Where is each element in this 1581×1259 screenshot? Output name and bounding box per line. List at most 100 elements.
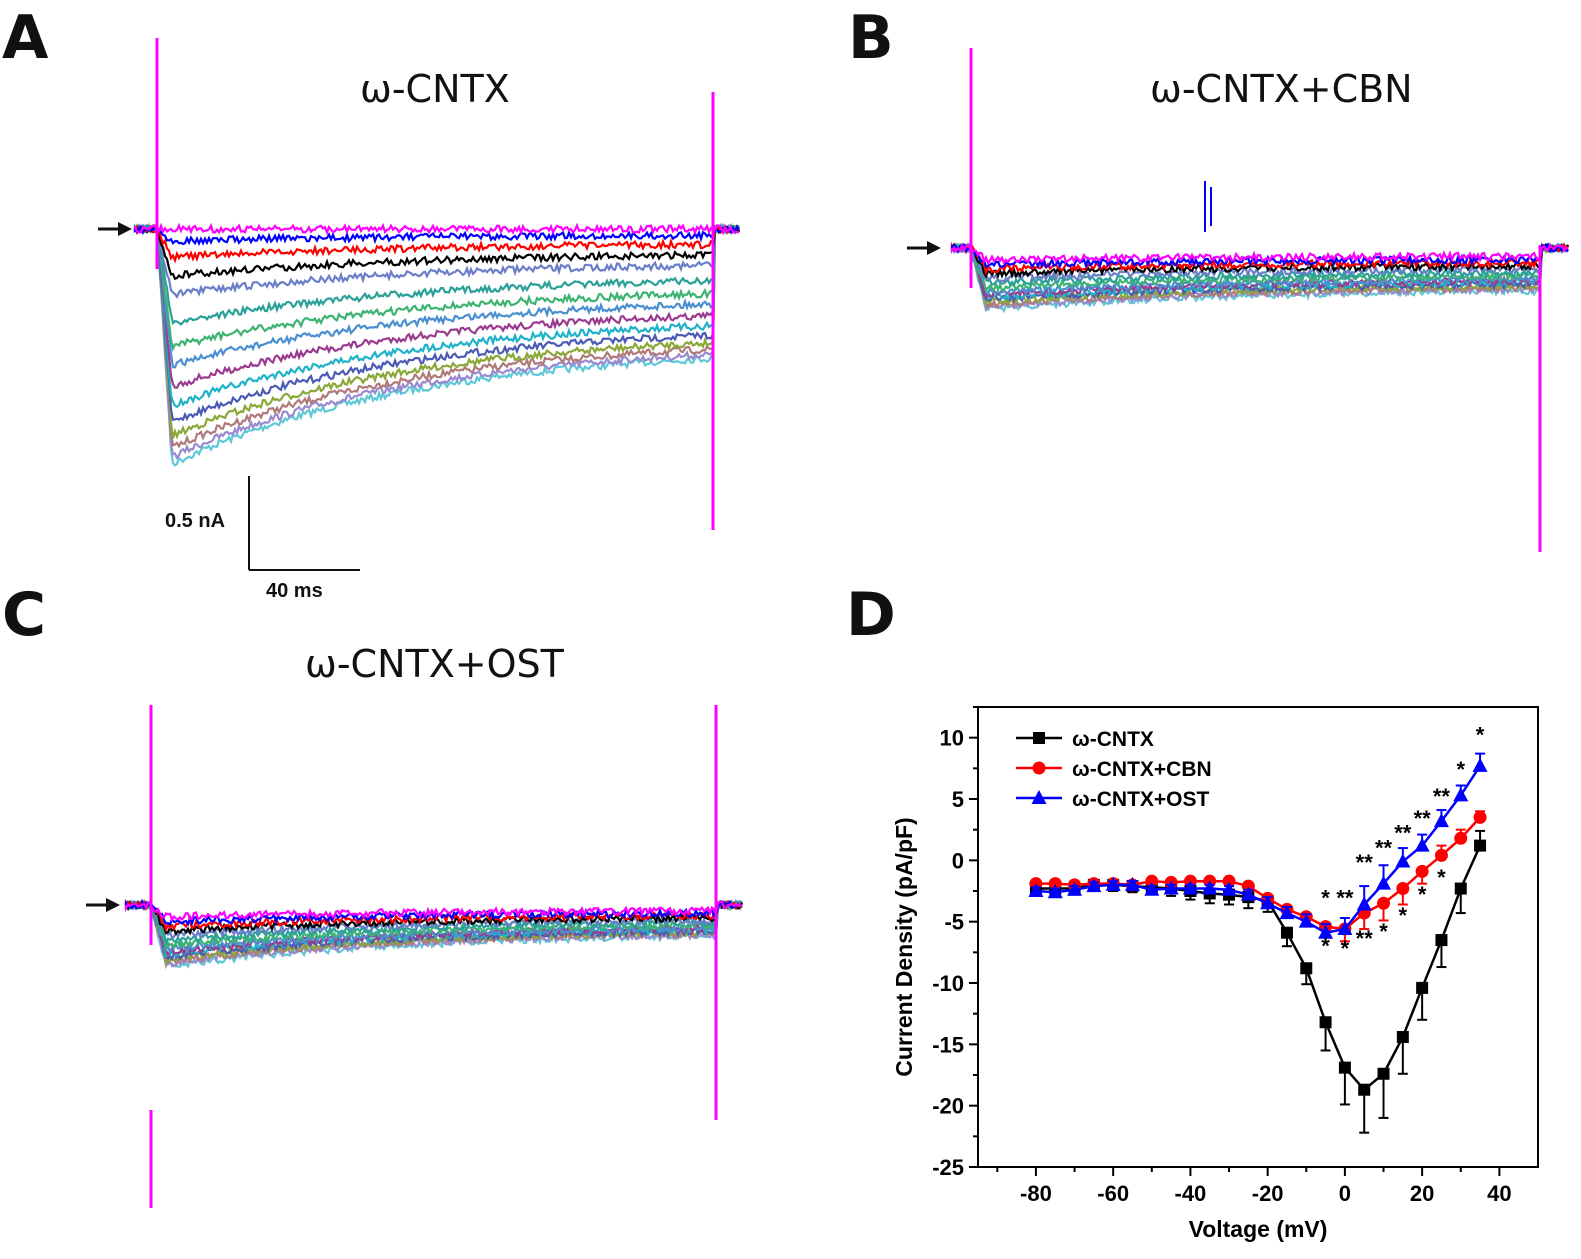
legend-label: ω-CNTX+CBN bbox=[1072, 758, 1212, 781]
data-point bbox=[1454, 831, 1468, 845]
current-trace bbox=[133, 223, 741, 389]
significance-marker: ** bbox=[1336, 886, 1354, 911]
significance-marker: * bbox=[1399, 903, 1408, 928]
significance-marker: * bbox=[1456, 757, 1465, 782]
data-point bbox=[1472, 757, 1488, 772]
significance-marker: * bbox=[1418, 882, 1427, 907]
data-point bbox=[1319, 1016, 1332, 1029]
panel-b-title: ω-CNTX+CBN bbox=[1150, 67, 1413, 111]
data-point bbox=[1145, 874, 1159, 888]
significance-marker: * bbox=[1379, 919, 1388, 944]
y-tick-label: -15 bbox=[932, 1032, 964, 1057]
significance-marker: * bbox=[1321, 886, 1330, 911]
data-point bbox=[1434, 848, 1448, 862]
data-point bbox=[1338, 1061, 1351, 1074]
data-point bbox=[1395, 853, 1411, 868]
scale-bar-current-label: 0.5 nA bbox=[165, 510, 226, 532]
legend: ω-CNTX ω-CNTX+CBN ω-CNTX+OST bbox=[1016, 728, 1212, 811]
data-point bbox=[1396, 1030, 1409, 1043]
panel-letter-c: C bbox=[2, 580, 47, 650]
current-trace bbox=[950, 242, 1569, 266]
data-point bbox=[1240, 886, 1256, 901]
current-trace bbox=[133, 222, 741, 440]
y-axis-label: Current Density (pA/pF) bbox=[891, 817, 917, 1076]
y-tick-label: -5 bbox=[944, 910, 964, 935]
y-tick-label: -20 bbox=[932, 1094, 964, 1119]
data-point bbox=[1182, 880, 1198, 895]
significance-marker: ** bbox=[1433, 784, 1451, 809]
current-trace bbox=[133, 224, 740, 264]
data-point bbox=[1377, 896, 1391, 910]
data-point bbox=[1048, 877, 1062, 891]
data-point bbox=[1163, 880, 1179, 895]
series-triangle bbox=[1028, 752, 1488, 939]
baseline-arrow-head bbox=[118, 222, 132, 236]
current-trace bbox=[950, 242, 1569, 270]
data-point bbox=[1454, 882, 1467, 895]
data-point bbox=[1067, 881, 1083, 896]
panel-letter-a: A bbox=[2, 3, 49, 73]
legend-label: ω-CNTX bbox=[1072, 728, 1154, 751]
x-tick-label: -20 bbox=[1252, 1181, 1284, 1206]
data-point bbox=[1279, 905, 1295, 920]
data-point bbox=[1280, 926, 1293, 939]
data-point bbox=[1415, 864, 1429, 878]
current-trace bbox=[133, 224, 741, 326]
baseline-arrow-head bbox=[927, 241, 941, 255]
data-point bbox=[1376, 875, 1392, 890]
x-tick-label: -80 bbox=[1020, 1181, 1052, 1206]
significance-marker: * bbox=[1321, 934, 1330, 959]
current-trace bbox=[124, 900, 743, 923]
data-point bbox=[1474, 839, 1487, 852]
significance-marker: ** bbox=[1356, 850, 1374, 875]
scale-bar-time-label: 40 ms bbox=[266, 580, 323, 602]
significance-marker: ** bbox=[1375, 835, 1393, 860]
x-tick-label: 0 bbox=[1339, 1181, 1351, 1206]
data-point bbox=[1028, 883, 1044, 897]
data-point bbox=[1031, 790, 1047, 804]
current-trace bbox=[124, 898, 743, 933]
data-point bbox=[1144, 881, 1160, 896]
data-point bbox=[1105, 876, 1121, 891]
current-trace bbox=[950, 241, 1569, 294]
data-point bbox=[1453, 787, 1469, 802]
data-point bbox=[1416, 981, 1429, 994]
x-tick-label: -60 bbox=[1097, 1181, 1129, 1206]
significance-marker: * bbox=[1341, 936, 1350, 961]
data-point bbox=[1202, 880, 1218, 895]
data-point bbox=[1222, 874, 1236, 888]
significance-marker: ** bbox=[1394, 821, 1412, 846]
data-point bbox=[1435, 934, 1448, 947]
y-tick-label: 10 bbox=[940, 726, 964, 751]
significance-marker: ** bbox=[1356, 926, 1374, 951]
data-point bbox=[1337, 921, 1353, 936]
current-trace bbox=[133, 224, 740, 281]
data-point bbox=[1298, 913, 1314, 928]
iv-curve-chart: -80 -60 -40 -20 0 20 40 10 5 0 -5 -10 -15 -20 -25 Volta… bbox=[891, 706, 1539, 1242]
data-point bbox=[1318, 924, 1334, 939]
series-line bbox=[1035, 816, 1482, 931]
significance-marker: ** bbox=[1414, 806, 1432, 831]
series-line bbox=[1035, 845, 1482, 1092]
x-tick-label: 40 bbox=[1487, 1181, 1511, 1206]
current-trace bbox=[133, 223, 740, 468]
current-trace bbox=[950, 242, 1569, 283]
data-point bbox=[1260, 895, 1276, 910]
current-trace bbox=[124, 898, 743, 927]
data-point bbox=[1124, 876, 1140, 891]
data-point bbox=[1358, 1083, 1371, 1096]
baseline-arrow-head bbox=[106, 898, 120, 912]
y-tick-label: 0 bbox=[952, 848, 964, 873]
panel-a-traces bbox=[98, 38, 741, 571]
significance-marker: * bbox=[1476, 723, 1485, 748]
data-point bbox=[1396, 882, 1410, 896]
panel-letter-d: D bbox=[846, 580, 896, 650]
data-point bbox=[1086, 878, 1102, 893]
data-point bbox=[1300, 962, 1313, 975]
x-tick-label: -40 bbox=[1175, 1181, 1207, 1206]
x-tick-label: 20 bbox=[1410, 1181, 1434, 1206]
data-point bbox=[1377, 1067, 1390, 1080]
data-point bbox=[1047, 884, 1063, 899]
current-trace bbox=[133, 222, 740, 352]
panel-c-traces bbox=[86, 705, 744, 1208]
